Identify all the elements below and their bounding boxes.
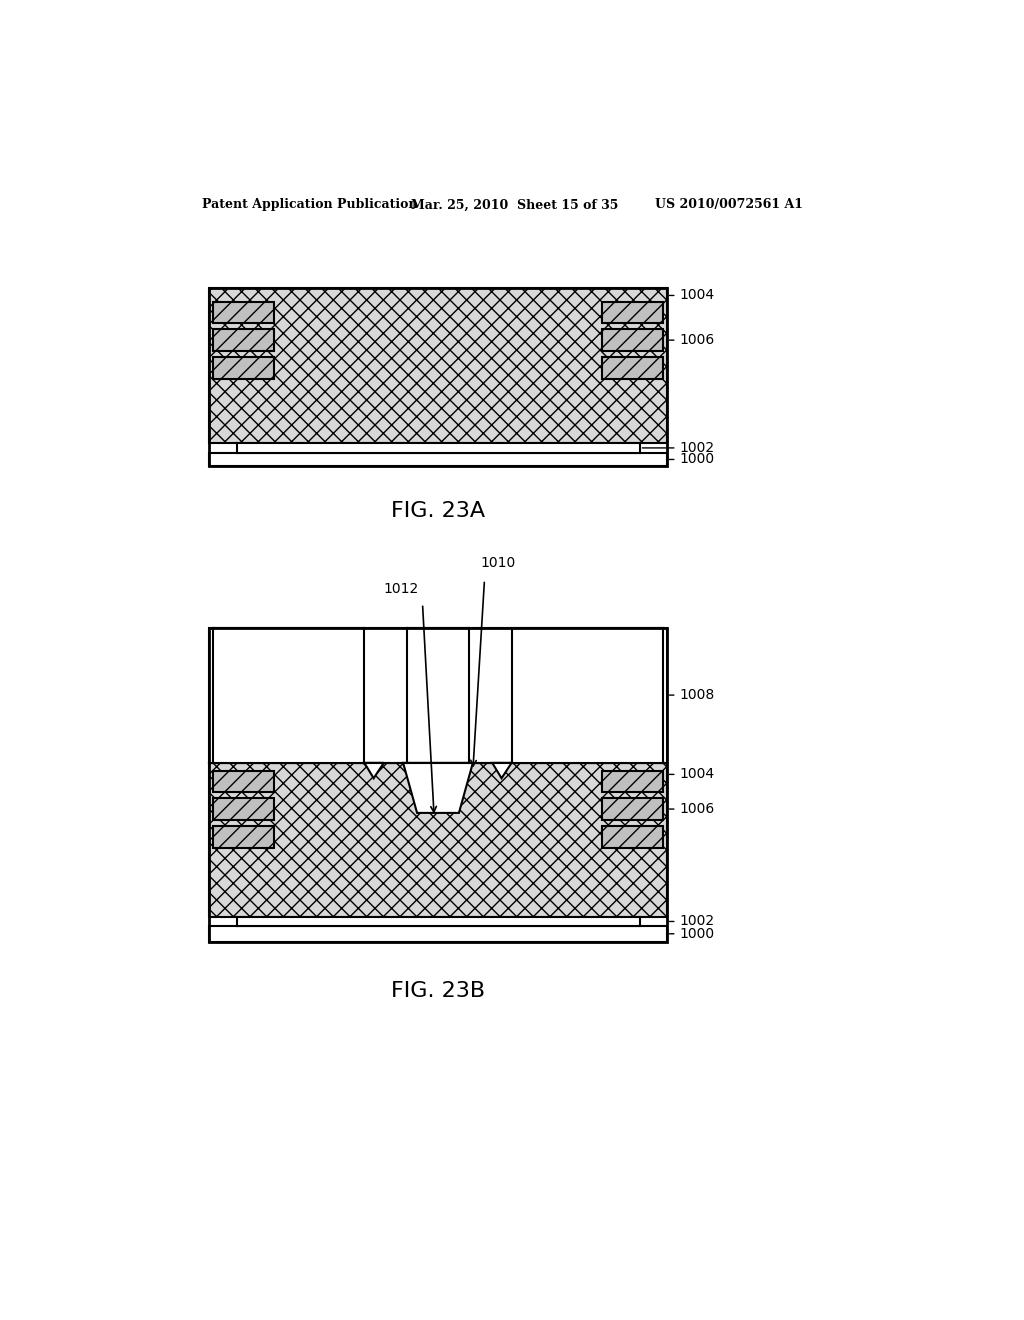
Text: Patent Application Publication: Patent Application Publication bbox=[202, 198, 417, 211]
Text: 1008: 1008 bbox=[679, 688, 715, 702]
FancyBboxPatch shape bbox=[209, 628, 667, 763]
Text: 1000: 1000 bbox=[679, 453, 714, 466]
FancyBboxPatch shape bbox=[213, 358, 273, 379]
FancyBboxPatch shape bbox=[209, 763, 667, 917]
Text: 1010: 1010 bbox=[480, 556, 516, 570]
Text: 1006: 1006 bbox=[679, 803, 715, 816]
Text: 1004: 1004 bbox=[679, 289, 714, 302]
FancyBboxPatch shape bbox=[213, 628, 365, 764]
FancyBboxPatch shape bbox=[602, 358, 663, 379]
Text: 1002: 1002 bbox=[679, 441, 714, 455]
Text: US 2010/0072561 A1: US 2010/0072561 A1 bbox=[655, 198, 803, 211]
FancyBboxPatch shape bbox=[602, 799, 663, 820]
Polygon shape bbox=[493, 763, 512, 779]
FancyBboxPatch shape bbox=[213, 826, 273, 847]
FancyBboxPatch shape bbox=[407, 628, 469, 764]
Polygon shape bbox=[403, 763, 473, 813]
Text: 1012: 1012 bbox=[383, 582, 419, 595]
Text: 1006: 1006 bbox=[679, 333, 715, 347]
FancyBboxPatch shape bbox=[237, 917, 640, 927]
FancyBboxPatch shape bbox=[209, 453, 667, 466]
Text: FIG. 23A: FIG. 23A bbox=[391, 502, 485, 521]
FancyBboxPatch shape bbox=[213, 771, 273, 792]
FancyBboxPatch shape bbox=[237, 444, 640, 453]
FancyBboxPatch shape bbox=[512, 628, 663, 764]
Text: 1004: 1004 bbox=[679, 767, 714, 781]
Polygon shape bbox=[365, 763, 384, 779]
FancyBboxPatch shape bbox=[602, 302, 663, 323]
FancyBboxPatch shape bbox=[209, 288, 667, 444]
FancyBboxPatch shape bbox=[602, 771, 663, 792]
FancyBboxPatch shape bbox=[213, 302, 273, 323]
FancyBboxPatch shape bbox=[213, 330, 273, 351]
Text: 1002: 1002 bbox=[679, 915, 714, 928]
FancyBboxPatch shape bbox=[602, 826, 663, 847]
FancyBboxPatch shape bbox=[209, 927, 667, 942]
Text: FIG. 23B: FIG. 23B bbox=[391, 981, 485, 1001]
FancyBboxPatch shape bbox=[213, 799, 273, 820]
FancyBboxPatch shape bbox=[602, 330, 663, 351]
Text: 1000: 1000 bbox=[679, 927, 714, 941]
Text: Mar. 25, 2010  Sheet 15 of 35: Mar. 25, 2010 Sheet 15 of 35 bbox=[411, 198, 618, 211]
